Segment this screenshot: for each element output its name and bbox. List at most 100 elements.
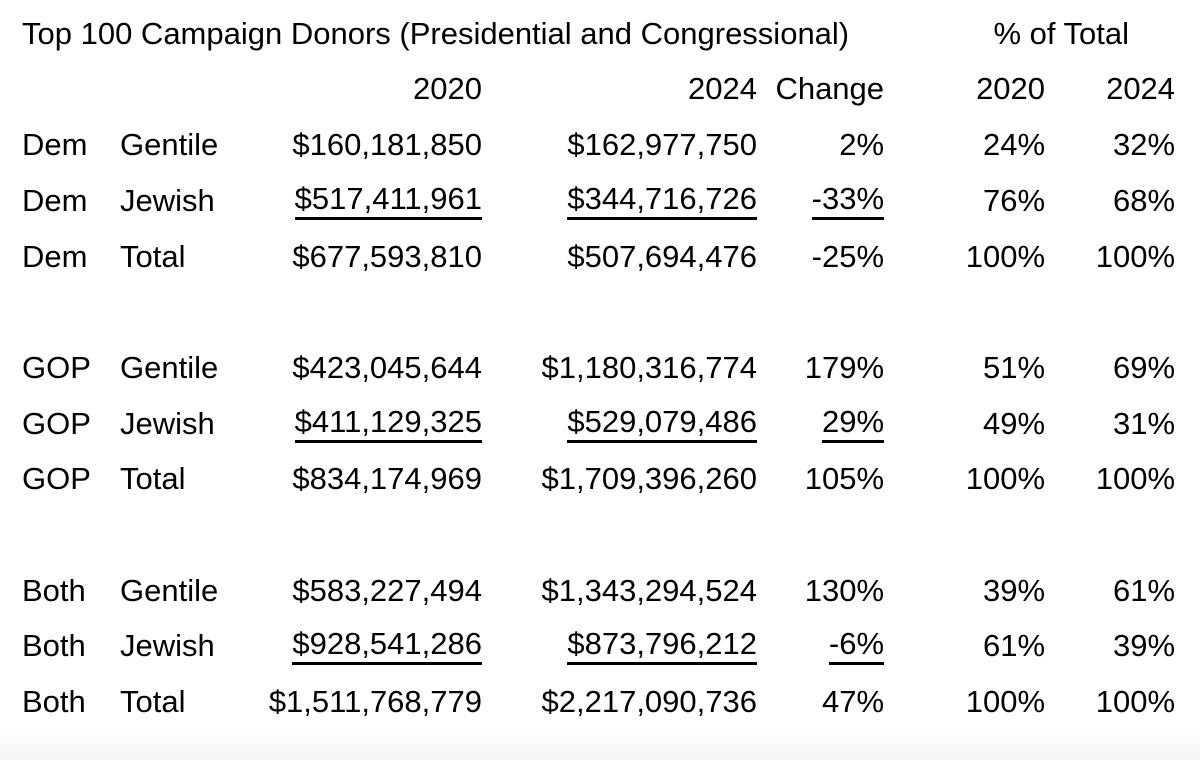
pct-2020-value: 76% (982, 182, 1046, 218)
amount-2024-cell: $2,217,090,736 (482, 674, 758, 730)
party-label: Both (22, 684, 86, 720)
change-value: 105% (804, 461, 885, 497)
pct-2020-value: 39% (982, 572, 1046, 608)
pct-2020-cell: 49% (884, 396, 1045, 452)
pct-2024-cell: 69% (1045, 340, 1175, 396)
donor-row: GOP Total $834,174,969 $1,709,396,260 10… (22, 452, 1175, 508)
donor-row: GOP Gentile $423,045,644 $1,180,316,774 … (22, 340, 1175, 396)
pct-2020-cell: 100% (884, 674, 1045, 730)
amount-2020-cell: $583,227,494 (240, 563, 482, 619)
pct-2024-value: 39% (1113, 628, 1176, 664)
group-label: Jewish (120, 182, 215, 218)
group-label: Total (120, 684, 186, 720)
amount-2024-cell: $507,694,476 (482, 229, 757, 285)
pct-2020-value: 24% (982, 127, 1046, 163)
party-cell: Both (22, 563, 120, 619)
change-value: -6% (828, 627, 885, 666)
header-2024-dollars: 2024 (688, 71, 757, 107)
donor-row: Dem Jewish $517,411,961 $344,716,726 -33… (22, 173, 1175, 229)
donor-row: Dem Gentile $160,181,850 $162,977,750 2%… (22, 117, 1175, 173)
group-spacer-row (22, 507, 1175, 563)
amount-2020-cell: $928,541,286 (240, 619, 482, 675)
table-wrap: Top 100 Campaign Donors (Presidential an… (22, 6, 1176, 730)
header-2020-pct: 2020 (976, 71, 1046, 107)
group-cell: Total (120, 452, 240, 508)
group-cell: Total (120, 674, 240, 730)
amount-2020-cell: $517,411,961 (240, 173, 482, 229)
amount-2024-value: $529,079,486 (567, 404, 757, 443)
pct-2020-value: 100% (965, 461, 1046, 497)
party-label: Both (22, 628, 86, 664)
party-cell: Dem (22, 229, 120, 285)
party-cell: Both (22, 619, 120, 675)
change-value: 130% (804, 572, 885, 608)
party-cell: GOP (22, 452, 120, 508)
amount-2020-value: $517,411,961 (294, 181, 482, 220)
pct-2024-cell: 100% (1045, 452, 1175, 508)
pct-2024-value: 68% (1113, 182, 1176, 218)
amount-2024-cell: $162,977,750 (482, 117, 757, 173)
party-cell: Dem (22, 173, 120, 229)
party-cell: Dem (22, 117, 120, 173)
amount-2024-cell: $1,343,294,524 (482, 563, 758, 619)
amount-2020-cell: $834,174,969 (240, 452, 482, 508)
group-label: Gentile (120, 127, 219, 163)
header-empty-group (120, 62, 240, 118)
amount-2020-cell: $1,511,768,779 (240, 674, 482, 730)
amount-2024-cell: $529,079,486 (482, 396, 757, 452)
pct-2020-value: 61% (982, 628, 1046, 664)
amount-2024-value: $873,796,212 (567, 627, 757, 666)
donor-row: Both Gentile $583,227,494 $1,343,294,524… (22, 563, 1175, 619)
change-value: 47% (821, 684, 885, 720)
party-cell: GOP (22, 340, 120, 396)
footer-strip (0, 732, 1200, 760)
pct-2020-value: 100% (965, 684, 1046, 720)
change-cell: -6% (757, 619, 885, 675)
amount-2020-cell: $677,593,810 (240, 229, 482, 285)
header-change: Change (775, 71, 885, 107)
pct-2020-cell: 76% (884, 173, 1045, 229)
amount-2024-value: $162,977,750 (567, 127, 757, 163)
group-cell: Jewish (120, 173, 240, 229)
group-spacer-row (22, 284, 1175, 340)
change-cell: 105% (757, 452, 884, 508)
group-cell: Total (120, 229, 240, 285)
amount-2024-value: $1,343,294,524 (541, 572, 758, 608)
pct-2024-value: 31% (1113, 405, 1176, 441)
change-value: 2% (839, 127, 885, 163)
header-2020-dollars: 2020 (413, 71, 482, 107)
party-cell: Both (22, 674, 120, 730)
amount-2020-value: $834,174,969 (292, 461, 482, 497)
pct-of-total-header: % of Total (993, 15, 1130, 51)
title-row: Top 100 Campaign Donors (Presidential an… (22, 6, 1175, 62)
party-label: Dem (22, 127, 88, 163)
column-header-row: 2020 2024 Change 2020 2024 (22, 62, 1175, 118)
pct-2020-cell: 100% (884, 452, 1045, 508)
change-cell: -33% (757, 173, 885, 229)
amount-2020-value: $411,129,325 (294, 404, 482, 443)
party-label: Dem (22, 238, 88, 274)
pct-2024-value: 61% (1113, 572, 1176, 608)
group-label: Gentile (120, 572, 219, 608)
group-cell: Gentile (120, 340, 240, 396)
party-label: GOP (22, 461, 91, 497)
group-label: Total (120, 461, 186, 497)
group-label: Jewish (120, 628, 215, 664)
amount-2020-value: $160,181,850 (292, 127, 482, 163)
amount-2024-value: $1,709,396,260 (541, 461, 758, 497)
amount-2020-cell: $411,129,325 (240, 396, 482, 452)
pct-2024-value: 69% (1113, 349, 1176, 385)
pct-2024-value: 100% (1095, 238, 1176, 274)
pct-2024-value: 100% (1095, 684, 1176, 720)
group-label: Gentile (120, 349, 219, 385)
pct-2024-value: 32% (1113, 127, 1176, 163)
change-value: -33% (811, 181, 885, 220)
change-cell: 47% (757, 674, 884, 730)
group-cell: Gentile (120, 563, 240, 619)
amount-2020-cell: $160,181,850 (240, 117, 482, 173)
group-cell: Gentile (120, 117, 240, 173)
party-label: Dem (22, 182, 88, 218)
amount-2024-cell: $344,716,726 (482, 173, 757, 229)
change-cell: 29% (757, 396, 885, 452)
